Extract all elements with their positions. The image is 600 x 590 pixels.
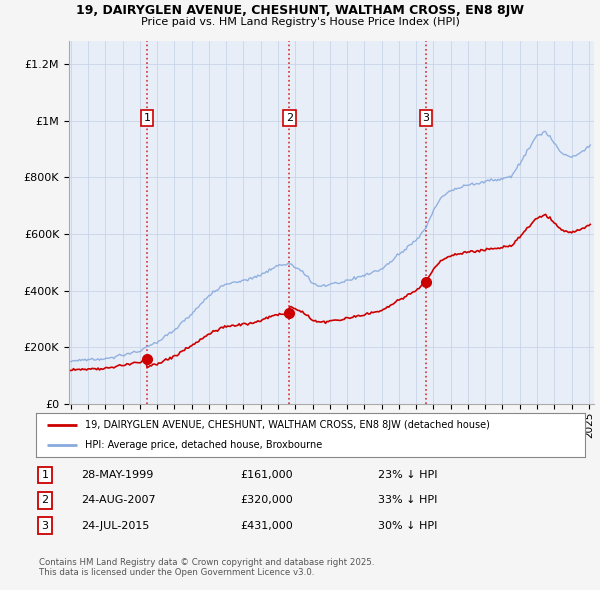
Text: 3: 3 <box>41 521 49 530</box>
Text: 1: 1 <box>143 113 151 123</box>
Text: 28-MAY-1999: 28-MAY-1999 <box>81 470 154 480</box>
Text: Contains HM Land Registry data © Crown copyright and database right 2025.
This d: Contains HM Land Registry data © Crown c… <box>39 558 374 577</box>
Text: 30% ↓ HPI: 30% ↓ HPI <box>378 521 437 530</box>
Text: 24-JUL-2015: 24-JUL-2015 <box>81 521 149 530</box>
Text: £161,000: £161,000 <box>240 470 293 480</box>
Text: 33% ↓ HPI: 33% ↓ HPI <box>378 496 437 505</box>
Text: 23% ↓ HPI: 23% ↓ HPI <box>378 470 437 480</box>
Text: £320,000: £320,000 <box>240 496 293 505</box>
Text: 19, DAIRYGLEN AVENUE, CHESHUNT, WALTHAM CROSS, EN8 8JW (detached house): 19, DAIRYGLEN AVENUE, CHESHUNT, WALTHAM … <box>85 420 490 430</box>
Text: 19, DAIRYGLEN AVENUE, CHESHUNT, WALTHAM CROSS, EN8 8JW: 19, DAIRYGLEN AVENUE, CHESHUNT, WALTHAM … <box>76 4 524 17</box>
Text: 24-AUG-2007: 24-AUG-2007 <box>81 496 155 505</box>
Text: Price paid vs. HM Land Registry's House Price Index (HPI): Price paid vs. HM Land Registry's House … <box>140 17 460 27</box>
Text: HPI: Average price, detached house, Broxbourne: HPI: Average price, detached house, Brox… <box>85 440 323 450</box>
Text: 1: 1 <box>41 470 49 480</box>
Text: £431,000: £431,000 <box>240 521 293 530</box>
Text: 3: 3 <box>422 113 429 123</box>
Text: 2: 2 <box>286 113 293 123</box>
Text: 2: 2 <box>41 496 49 505</box>
